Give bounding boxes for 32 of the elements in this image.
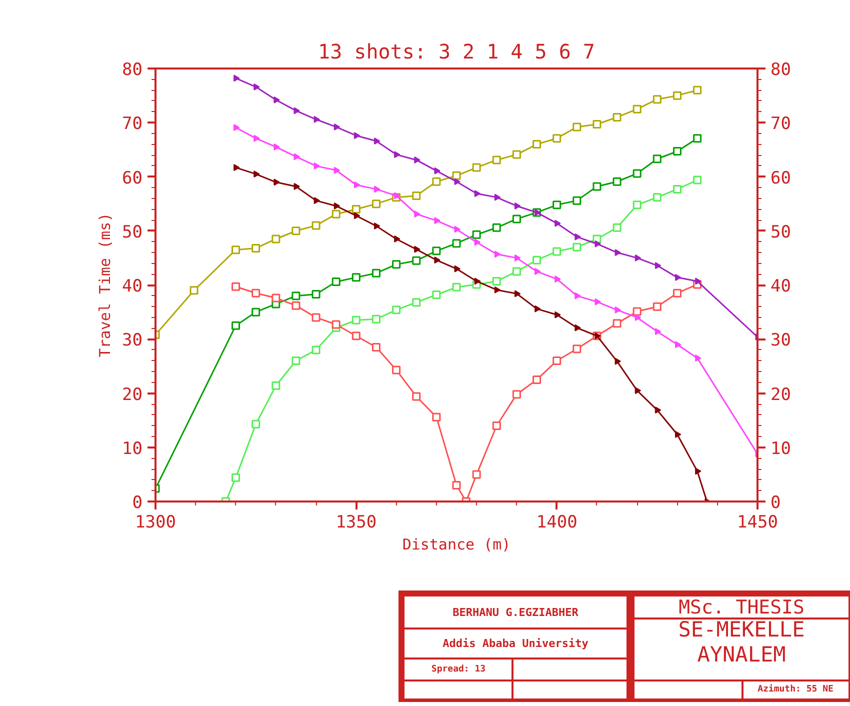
chart-title: 13 shots: 3 2 1 4 5 6 7 xyxy=(318,40,595,64)
text: SE-MEKELLE xyxy=(678,618,805,642)
y-tick-label: 10 xyxy=(122,438,143,459)
text: Spread: 13 xyxy=(431,664,486,674)
y-tick-label: 50 xyxy=(122,222,143,242)
text: Addis Ababa University xyxy=(442,637,589,650)
y2-tick-label: 10 xyxy=(770,438,791,459)
y-tick-label: 80 xyxy=(122,60,143,80)
x-axis-title: Distance (m) xyxy=(402,536,511,554)
y-tick-label: 20 xyxy=(122,384,143,405)
y-tick-label: 40 xyxy=(122,276,143,296)
y-tick-label: 60 xyxy=(122,168,143,188)
y2-tick-label: 0 xyxy=(770,493,781,513)
y2-tick-label: 20 xyxy=(770,384,791,405)
y-tick-label: 70 xyxy=(122,114,143,134)
x-tick-label: 1400 xyxy=(536,512,578,532)
y2-tick-label: 40 xyxy=(770,276,791,296)
x-tick-label: 1350 xyxy=(336,512,377,532)
y2-tick-label: 60 xyxy=(770,168,791,188)
text: BERHANU G.EGZIABHER xyxy=(452,606,579,619)
y2-tick-label: 80 xyxy=(770,60,791,80)
text: AYNALEM xyxy=(697,642,786,666)
text: Azimuth: 55 NE xyxy=(758,684,834,694)
x-tick-label: 1300 xyxy=(135,512,176,532)
text: MSc. THESIS xyxy=(678,596,804,618)
y-tick-label: 30 xyxy=(122,330,143,351)
y-axis-title: Travel Time (ms) xyxy=(96,212,114,358)
x-tick-label: 1450 xyxy=(737,512,778,532)
y2-tick-label: 50 xyxy=(770,222,791,242)
y2-tick-label: 70 xyxy=(770,114,791,134)
y-tick-label: 0 xyxy=(132,493,143,513)
y2-tick-label: 30 xyxy=(770,330,791,351)
